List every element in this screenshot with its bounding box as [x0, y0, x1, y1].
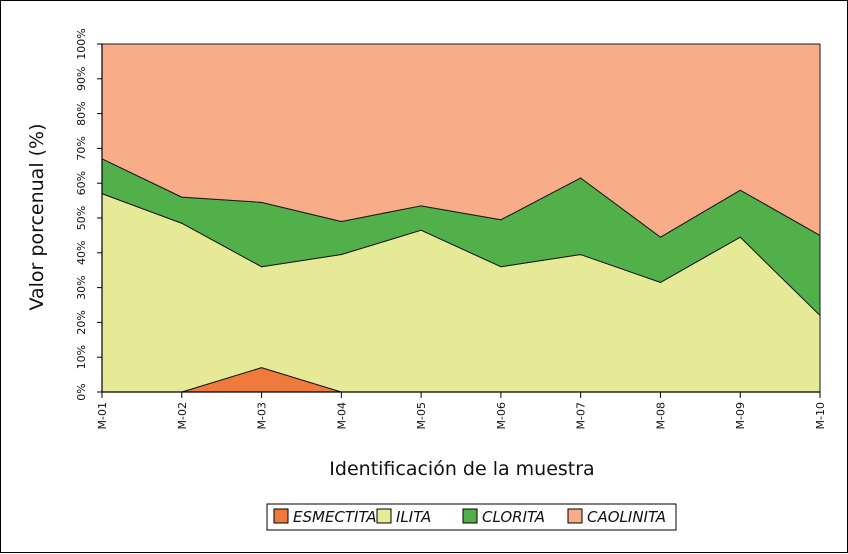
- area-caolinita: [101, 43, 821, 238]
- x-tick-label: M-09: [734, 402, 747, 429]
- y-tick-labels: 0% 10% 20% 30% 40% 50% 60% 70% 80% 90% 100%: [75, 28, 88, 400]
- y-tick-label: 10%: [75, 345, 88, 369]
- x-tick-label: M-08: [654, 402, 667, 429]
- x-axis-title: Identificación de la muestra: [329, 458, 594, 480]
- x-tick-label: M-10: [814, 402, 827, 429]
- legend-label-clorita: CLORITA: [482, 508, 545, 526]
- legend: ESMECTITA ILITA CLORITA CAOLINITA: [273, 508, 666, 526]
- legend-label-caolinita: CAOLINITA: [587, 508, 666, 526]
- y-tick-label: 0%: [75, 383, 88, 400]
- axes-layer: [97, 43, 821, 398]
- x-tick-label: M-01: [96, 402, 109, 429]
- y-tick-label: 40%: [75, 241, 88, 265]
- legend-swatch-caolinita: [567, 508, 583, 524]
- x-tick-label: M-04: [335, 402, 348, 429]
- legend-label-esmectita: ESMECTITA: [293, 508, 377, 526]
- legend-swatch-esmectita: [273, 508, 289, 524]
- legend-box: [266, 503, 677, 531]
- legend-label-ilita: ILITA: [396, 508, 431, 526]
- y-tick-label: 60%: [75, 171, 88, 195]
- x-tick-label: M-06: [495, 402, 508, 429]
- y-tick-label: 20%: [75, 310, 88, 334]
- y-axis-title: Valor porcenual (%): [26, 123, 48, 310]
- y-tick-label: 30%: [75, 275, 88, 299]
- y-tick-label: 50%: [75, 206, 88, 230]
- legend-swatch-ilita: [376, 508, 392, 524]
- x-tick-label: M-07: [575, 402, 588, 429]
- x-tick-label: M-03: [256, 402, 269, 429]
- y-tick-label: 90%: [75, 67, 88, 91]
- y-tick-label: 100%: [75, 28, 88, 59]
- y-tick-label: 80%: [75, 101, 88, 125]
- legend-swatch-clorita: [462, 508, 478, 524]
- y-tick-label: 70%: [75, 136, 88, 160]
- x-tick-label: M-02: [176, 402, 189, 429]
- area-layer: [101, 43, 821, 393]
- x-tick-label: M-05: [415, 402, 428, 429]
- x-tick-labels: M-01 M-02 M-03 M-04 M-05 M-06 M-07 M-08 M-09 M-10: [96, 402, 827, 429]
